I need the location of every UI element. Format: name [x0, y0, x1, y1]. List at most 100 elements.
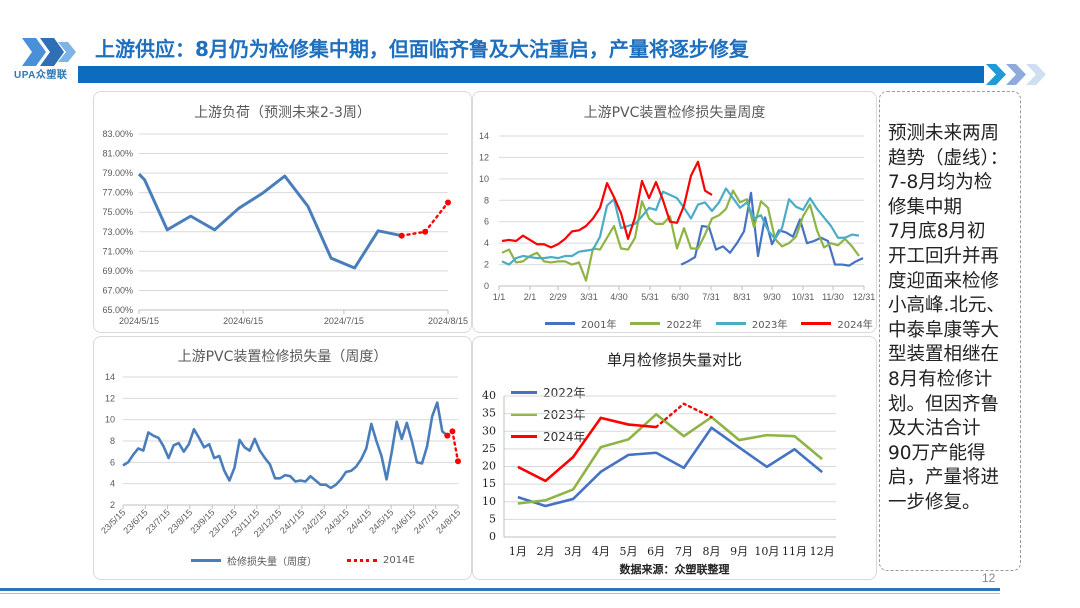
- page-number: 12: [982, 571, 996, 585]
- footer-line: [0, 588, 1000, 591]
- y-tick-label: 25: [482, 442, 496, 455]
- legend-swatch: [347, 559, 377, 562]
- y-tick-label: 10: [479, 174, 489, 184]
- legend-label: 2023年: [751, 320, 788, 331]
- x-tick-label: 2月: [537, 545, 555, 558]
- x-tick-label: 2024/5/15: [119, 316, 159, 326]
- legend-item: 检修损失量（周度）: [191, 553, 317, 568]
- legend-item: 2001年: [545, 316, 616, 331]
- note-line: 90万产能得: [888, 442, 986, 464]
- x-tick-label: 9月: [730, 545, 748, 558]
- note-line: 预测未来两周: [888, 123, 1000, 144]
- data-point-marker: [398, 232, 405, 239]
- series-line-2024年: [517, 416, 657, 483]
- note-line: 度迎面来检修: [888, 270, 1000, 292]
- y-tick-label: 5: [489, 512, 496, 525]
- logo-text: UPA众塑联: [14, 70, 68, 81]
- note-line: 小高峰.北元、: [888, 295, 1005, 317]
- legend-item: 2023年: [715, 316, 788, 331]
- legend-label: 2014E: [383, 555, 415, 566]
- x-tick-label: 11月: [782, 545, 807, 558]
- note-line: 8月有检修计: [888, 368, 993, 390]
- x-tick-label: 6月: [647, 545, 665, 558]
- note-line: 启，产量将进: [888, 467, 1000, 489]
- x-tick-label: 12月: [810, 545, 835, 558]
- series-line-2024年: [501, 160, 713, 249]
- chart-title: 上游PVC装置检修损失量（周度）: [177, 349, 388, 365]
- series-line-负荷: [137, 173, 402, 270]
- y-tick-label: 35: [482, 407, 496, 420]
- x-tick-label: 2024/8/15: [428, 316, 468, 326]
- legend-label: 检修损失量（周度）: [227, 557, 317, 568]
- y-tick-label: 4: [110, 479, 115, 489]
- legend-label: 2023年: [543, 408, 586, 422]
- y-tick-label: 75.00%: [102, 207, 133, 217]
- x-tick-label: 2/1: [524, 292, 537, 302]
- page-title: 上游供应：8月仍为检修集中期，但面临齐鲁及大沽重启，产量将逐步修复: [95, 37, 749, 61]
- y-tick-label: 69.00%: [102, 266, 133, 276]
- legend-swatch: [630, 322, 661, 325]
- chevron-right-icon: [1006, 64, 1026, 85]
- x-tick-label: 1/1: [493, 292, 506, 302]
- data-source: 数据来源：众塑联整理: [619, 563, 730, 576]
- x-tick-label: 5月: [620, 545, 638, 558]
- y-tick-label: 14: [105, 372, 115, 382]
- legend-label: 2001年: [581, 320, 617, 331]
- chart-legend: 检修损失量（周度） 2014E: [191, 553, 415, 568]
- series-line-2023年: [501, 187, 860, 266]
- series-line-2022年: [517, 426, 823, 508]
- chevron-right-icon: [986, 64, 1006, 85]
- y-tick-label: 15: [482, 477, 496, 490]
- y-tick-label: 67.00%: [102, 285, 133, 295]
- x-tick-label: 1月: [509, 545, 527, 558]
- y-tick-label: 12: [479, 152, 489, 162]
- y-tick-label: 71.00%: [102, 246, 133, 256]
- y-tick-label: 83.00%: [102, 129, 133, 139]
- x-tick-label: 4/30: [610, 292, 628, 302]
- legend-item: 2024年: [511, 428, 586, 445]
- x-tick-label: 8月: [703, 545, 721, 558]
- legend-item: 2022年: [630, 316, 702, 331]
- x-tick-label: 2/29: [549, 292, 567, 302]
- data-point-marker: [449, 428, 456, 435]
- legend-swatch: [191, 559, 221, 562]
- x-tick-label: 3月: [564, 545, 582, 558]
- y-tick-label: 14: [479, 131, 489, 141]
- data-point-marker: [455, 458, 461, 465]
- x-tick-label: 2024/7/15: [324, 316, 364, 326]
- x-tick-label: 9/30: [763, 292, 781, 302]
- x-tick-label: 10/31: [792, 292, 815, 302]
- series-line-2023年: [517, 413, 823, 505]
- legend-swatch: [511, 413, 537, 416]
- y-tick-label: 81.00%: [102, 149, 133, 159]
- y-tick-label: 73.00%: [102, 227, 133, 237]
- note-line: 划。但因齐鲁: [888, 393, 1000, 415]
- data-point-marker: [445, 199, 451, 206]
- y-tick-label: 10: [482, 495, 496, 508]
- y-tick-label: 8: [110, 436, 115, 446]
- y-tick-label: 20: [482, 460, 496, 473]
- y-tick-label: 40: [482, 389, 496, 402]
- legend-item: 2024年: [801, 316, 873, 331]
- legend-label: 2024年: [543, 430, 586, 444]
- y-tick-label: 2: [110, 500, 115, 510]
- chart-panel-weekly-loss-by-year: 上游PVC装置检修损失量周度 2001年 2022年 2023年 2024年: [472, 91, 877, 333]
- y-tick-label: 12: [105, 393, 115, 403]
- y-tick-label: 0: [484, 281, 489, 291]
- y-tick-label: 10: [105, 415, 115, 425]
- note-line: 中泰阜康等大: [888, 319, 1000, 341]
- y-tick-label: 6: [110, 457, 115, 467]
- y-tick-label: 4: [484, 238, 489, 248]
- x-tick-label: 7月: [675, 545, 693, 558]
- chart-legend: 2001年 2022年 2023年 2024年: [545, 316, 873, 331]
- upa-logo-icon: [22, 38, 76, 66]
- legend-swatch: [801, 322, 832, 325]
- x-tick-label: 12/31: [853, 292, 876, 302]
- chart-title: 单月检修损失量对比: [606, 351, 742, 369]
- forecast-note-text: 预测未来两周 趋势（虚线）： 7-8月均为检 修集中期 7月底8月初 开工回升并再 度迎面来…: [888, 122, 1018, 516]
- legend-item: 2014E: [347, 555, 415, 566]
- chevron-right-icon: [1026, 64, 1046, 85]
- x-tick-label: 10月: [754, 545, 779, 558]
- x-tick-label: 7/31: [702, 292, 720, 302]
